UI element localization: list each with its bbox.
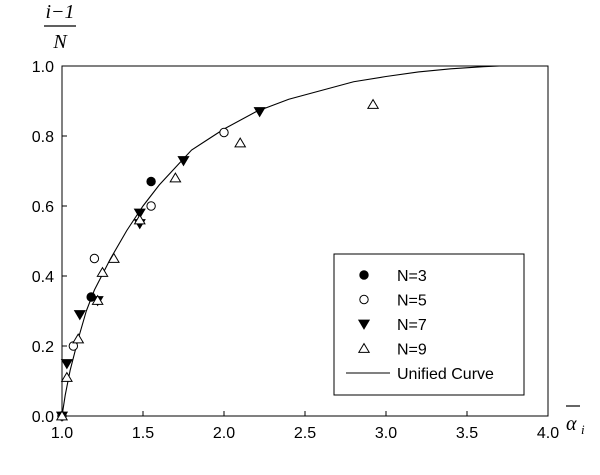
legend-label-n-9: N=9 [397,342,427,359]
legend-swatch-n-3 [359,270,369,280]
x-tick-label: 3.5 [456,425,478,442]
x-tick-label: 3.0 [375,425,397,442]
y-tick-label: 0.2 [32,339,54,356]
legend-swatch-n-5 [359,294,369,305]
legend-swatch-n-9 [357,342,371,353]
y-axis-ticks: 0.0 0.2 0.4 0.6 0.8 1.0 [32,59,67,426]
legend-label-n-5: N=5 [397,293,427,310]
legend-label-n-7: N=7 [397,317,427,334]
legend-label-n-3: N=3 [397,268,427,285]
x-axis-label-symbol: α [566,413,577,435]
point-n-7 [177,156,190,167]
point-n-5 [89,253,100,264]
x-tick-label: 2.5 [294,425,316,442]
point-n-7 [73,310,86,321]
point-n-9 [96,266,109,277]
point-n-5 [146,201,156,211]
legend: N=3 N=5 N=7 N=9 Unified Curve [333,253,525,396]
point-n-7 [133,208,146,219]
point-n-9 [91,294,104,305]
point-n-9 [169,172,182,183]
y-tick-label: 0.6 [32,199,54,216]
y-tick-label: 0.8 [32,129,54,146]
x-axis-ticks: 1.0 1.5 2.0 2.5 3.0 3.5 4.0 [51,411,559,442]
point-n-5 [219,127,229,138]
data-points [55,98,380,422]
y-tick-label: 0.0 [32,409,54,426]
point-n-9 [107,252,120,263]
point-n-9 [55,410,69,421]
x-tick-label: 2.0 [213,425,235,442]
point-n-9 [366,98,380,109]
x-tick-label: 1.5 [132,425,154,442]
point-n-7 [60,359,73,370]
y-axis-label-numerator: i−1 [45,1,74,23]
legend-swatch-n-7 [357,319,371,330]
point-n-9 [72,333,85,344]
legend-label-unified-curve: Unified Curve [397,366,494,383]
y-tick-label: 1.0 [32,59,54,76]
point-n-7 [253,107,266,118]
y-tick-label: 0.4 [32,269,54,286]
x-axis-label-subscript: i [581,422,585,437]
unified-curve-line [61,65,500,417]
point-n-3 [146,176,156,187]
point-n-9 [133,214,146,225]
x-tick-label: 1.0 [51,425,73,442]
x-axis-label: α i [566,405,585,437]
y-axis-label: i−1 N [44,1,76,53]
point-n-9 [60,371,73,382]
y-axis-label-denominator: N [52,31,68,53]
point-n-9 [234,137,247,148]
x-tick-label: 4.0 [537,425,559,442]
